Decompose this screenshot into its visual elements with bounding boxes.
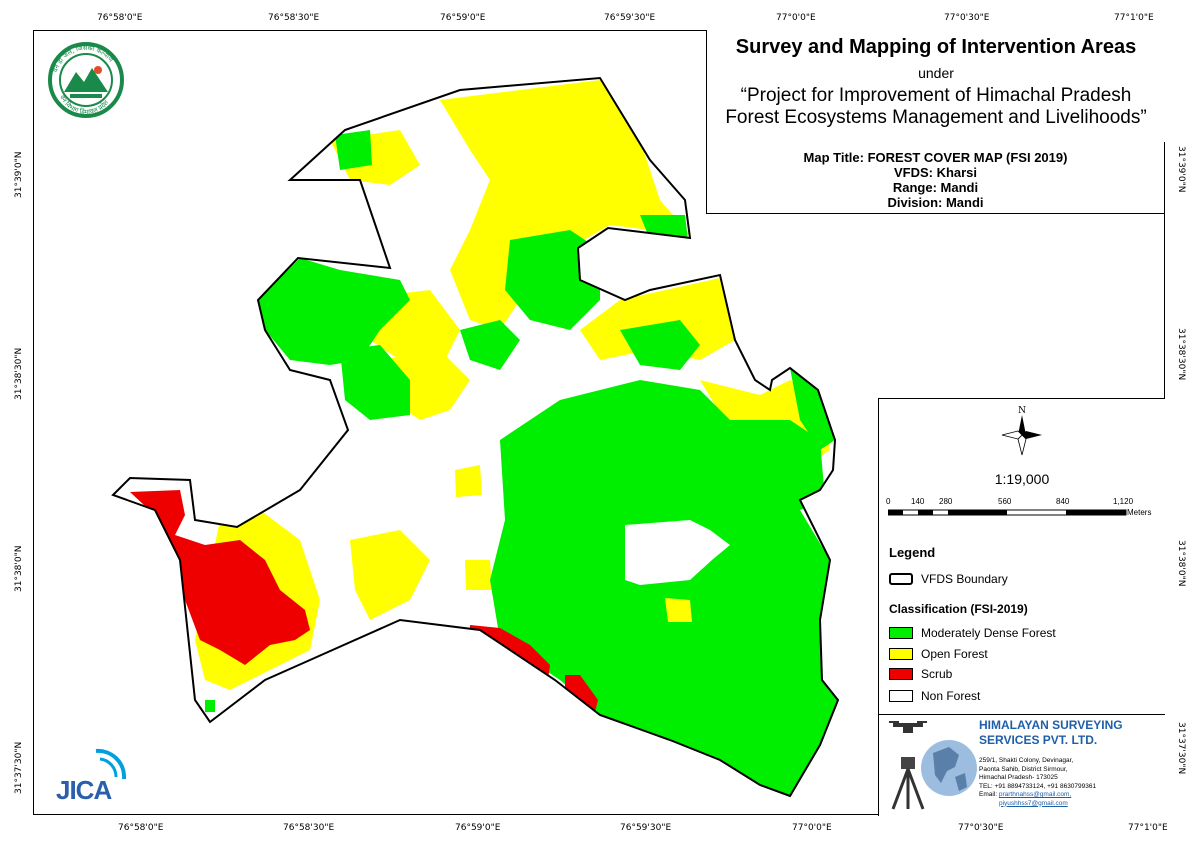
lon-label-bottom-2: 76°58'30"E — [283, 823, 335, 833]
classification-title: Classification (FSI-2019) — [889, 602, 1028, 616]
lon-label-bottom-6: 77°0'30"E — [958, 823, 1004, 833]
open-forest-patch — [665, 598, 692, 622]
lon-label-top-7: 77°1'0"E — [1114, 13, 1154, 23]
company-address: 259/1, Shakti Colony, Devinagar, Paonta … — [979, 757, 1096, 808]
company-name-line-1: HIMALAYAN SURVEYING — [979, 718, 1123, 732]
scale-tick-0: 0 — [886, 497, 891, 506]
vfds-boundary-outline — [111, 76, 840, 798]
email-label: Email: — [979, 791, 998, 798]
lon-label-top-5: 77°0'0"E — [776, 13, 816, 23]
hp-forest-department-logo: वन ही जल, जिसका कल्याण वन विभाग हिमाचल प… — [40, 42, 132, 118]
map-title: Map Title: FOREST COVER MAP (FSI 2019) — [803, 150, 1068, 165]
jica-wordmark: JICA — [56, 775, 112, 805]
lon-label-top-2: 76°58'30"E — [268, 13, 320, 23]
title-panel: Survey and Mapping of Intervention Areas… — [706, 30, 1165, 143]
lon-label-top-6: 77°0'30"E — [944, 13, 990, 23]
lon-label-bottom-5: 77°0'0"E — [792, 823, 832, 833]
vfds-name: VFDS: Kharsi — [893, 165, 978, 180]
range-name: Range: Mandi — [892, 180, 979, 195]
scale-tick-560: 560 — [998, 497, 1012, 506]
email-link-1[interactable]: prarthnahss@gmail.com, — [998, 791, 1072, 798]
north-arrow-icon: N — [1001, 406, 1042, 456]
vfds-boundary-swatch — [889, 573, 913, 585]
vfds-boundary-label: VFDS Boundary — [921, 572, 1008, 586]
company-panel: HIMALAYAN SURVEYING SERVICES PVT. LTD. 2… — [878, 714, 1165, 816]
scale-tick-280: 280 — [939, 497, 953, 506]
scale-ratio: 1:19,000 — [994, 471, 1050, 487]
north-label: N — [1018, 406, 1026, 416]
lon-label-bottom-4: 76°59'30"E — [620, 823, 672, 833]
jica-logo: JICA — [52, 745, 132, 805]
scrub-swatch — [889, 668, 913, 680]
non-forest-label: Non Forest — [921, 689, 981, 703]
address-line-1: 259/1, Shakti Colony, Devinagar, — [979, 757, 1074, 764]
lon-label-bottom-1: 76°58'0"E — [118, 823, 164, 833]
project-title-line-1: “Project for Improvement of Himachal Pra… — [740, 85, 1132, 106]
company-phone: TEL: +91 8894733124, +91 8630799361 — [979, 782, 1097, 790]
globe-icon — [921, 740, 977, 796]
address-line-3: Himachal Pradesh- 173025 — [979, 774, 1058, 781]
scale-unit: Meters — [1127, 508, 1152, 517]
scale-bar — [888, 509, 1127, 516]
lon-label-top-4: 76°59'30"E — [604, 13, 656, 23]
scrub-label: Scrub — [921, 667, 953, 681]
company-name-line-2: SERVICES PVT. LTD. — [979, 733, 1098, 747]
email-link-2[interactable]: piyushhss7@gmail.com — [999, 799, 1068, 807]
address-line-2: Paonta Sahib, District Sirmour, — [979, 765, 1068, 773]
page-title: Survey and Mapping of Intervention Areas — [735, 36, 1137, 58]
scale-tick-1120: 1,120 — [1113, 497, 1134, 506]
legend-panel: N 1:19,000 0 140 280 560 840 1,120 Meter… — [878, 398, 1165, 715]
non-forest-clearing — [625, 520, 730, 585]
lon-label-top-3: 76°59'0"E — [440, 13, 486, 23]
open-forest-label: Open Forest — [921, 647, 988, 661]
scale-tick-140: 140 — [911, 497, 925, 506]
project-title-line-2: Forest Ecosystems Management and Livelih… — [725, 107, 1147, 128]
lon-label-top-1: 76°58'0"E — [97, 13, 143, 23]
map-info-panel: Map Title: FOREST COVER MAP (FSI 2019) V… — [706, 142, 1164, 214]
survey-drone-tripod-icon — [889, 721, 927, 810]
title-under: under — [918, 65, 954, 81]
division-name: Division: Mandi — [887, 195, 984, 210]
moderately-dense-forest-swatch — [889, 627, 913, 639]
non-forest-swatch — [889, 690, 913, 702]
lon-label-bottom-7: 77°1'0"E — [1128, 823, 1168, 833]
scale-tick-840: 840 — [1056, 497, 1070, 506]
open-forest-swatch — [889, 648, 913, 660]
lon-label-bottom-3: 76°59'0"E — [455, 823, 501, 833]
legend-title: Legend — [889, 545, 936, 560]
moderately-dense-forest-label: Moderately Dense Forest — [921, 626, 1056, 640]
